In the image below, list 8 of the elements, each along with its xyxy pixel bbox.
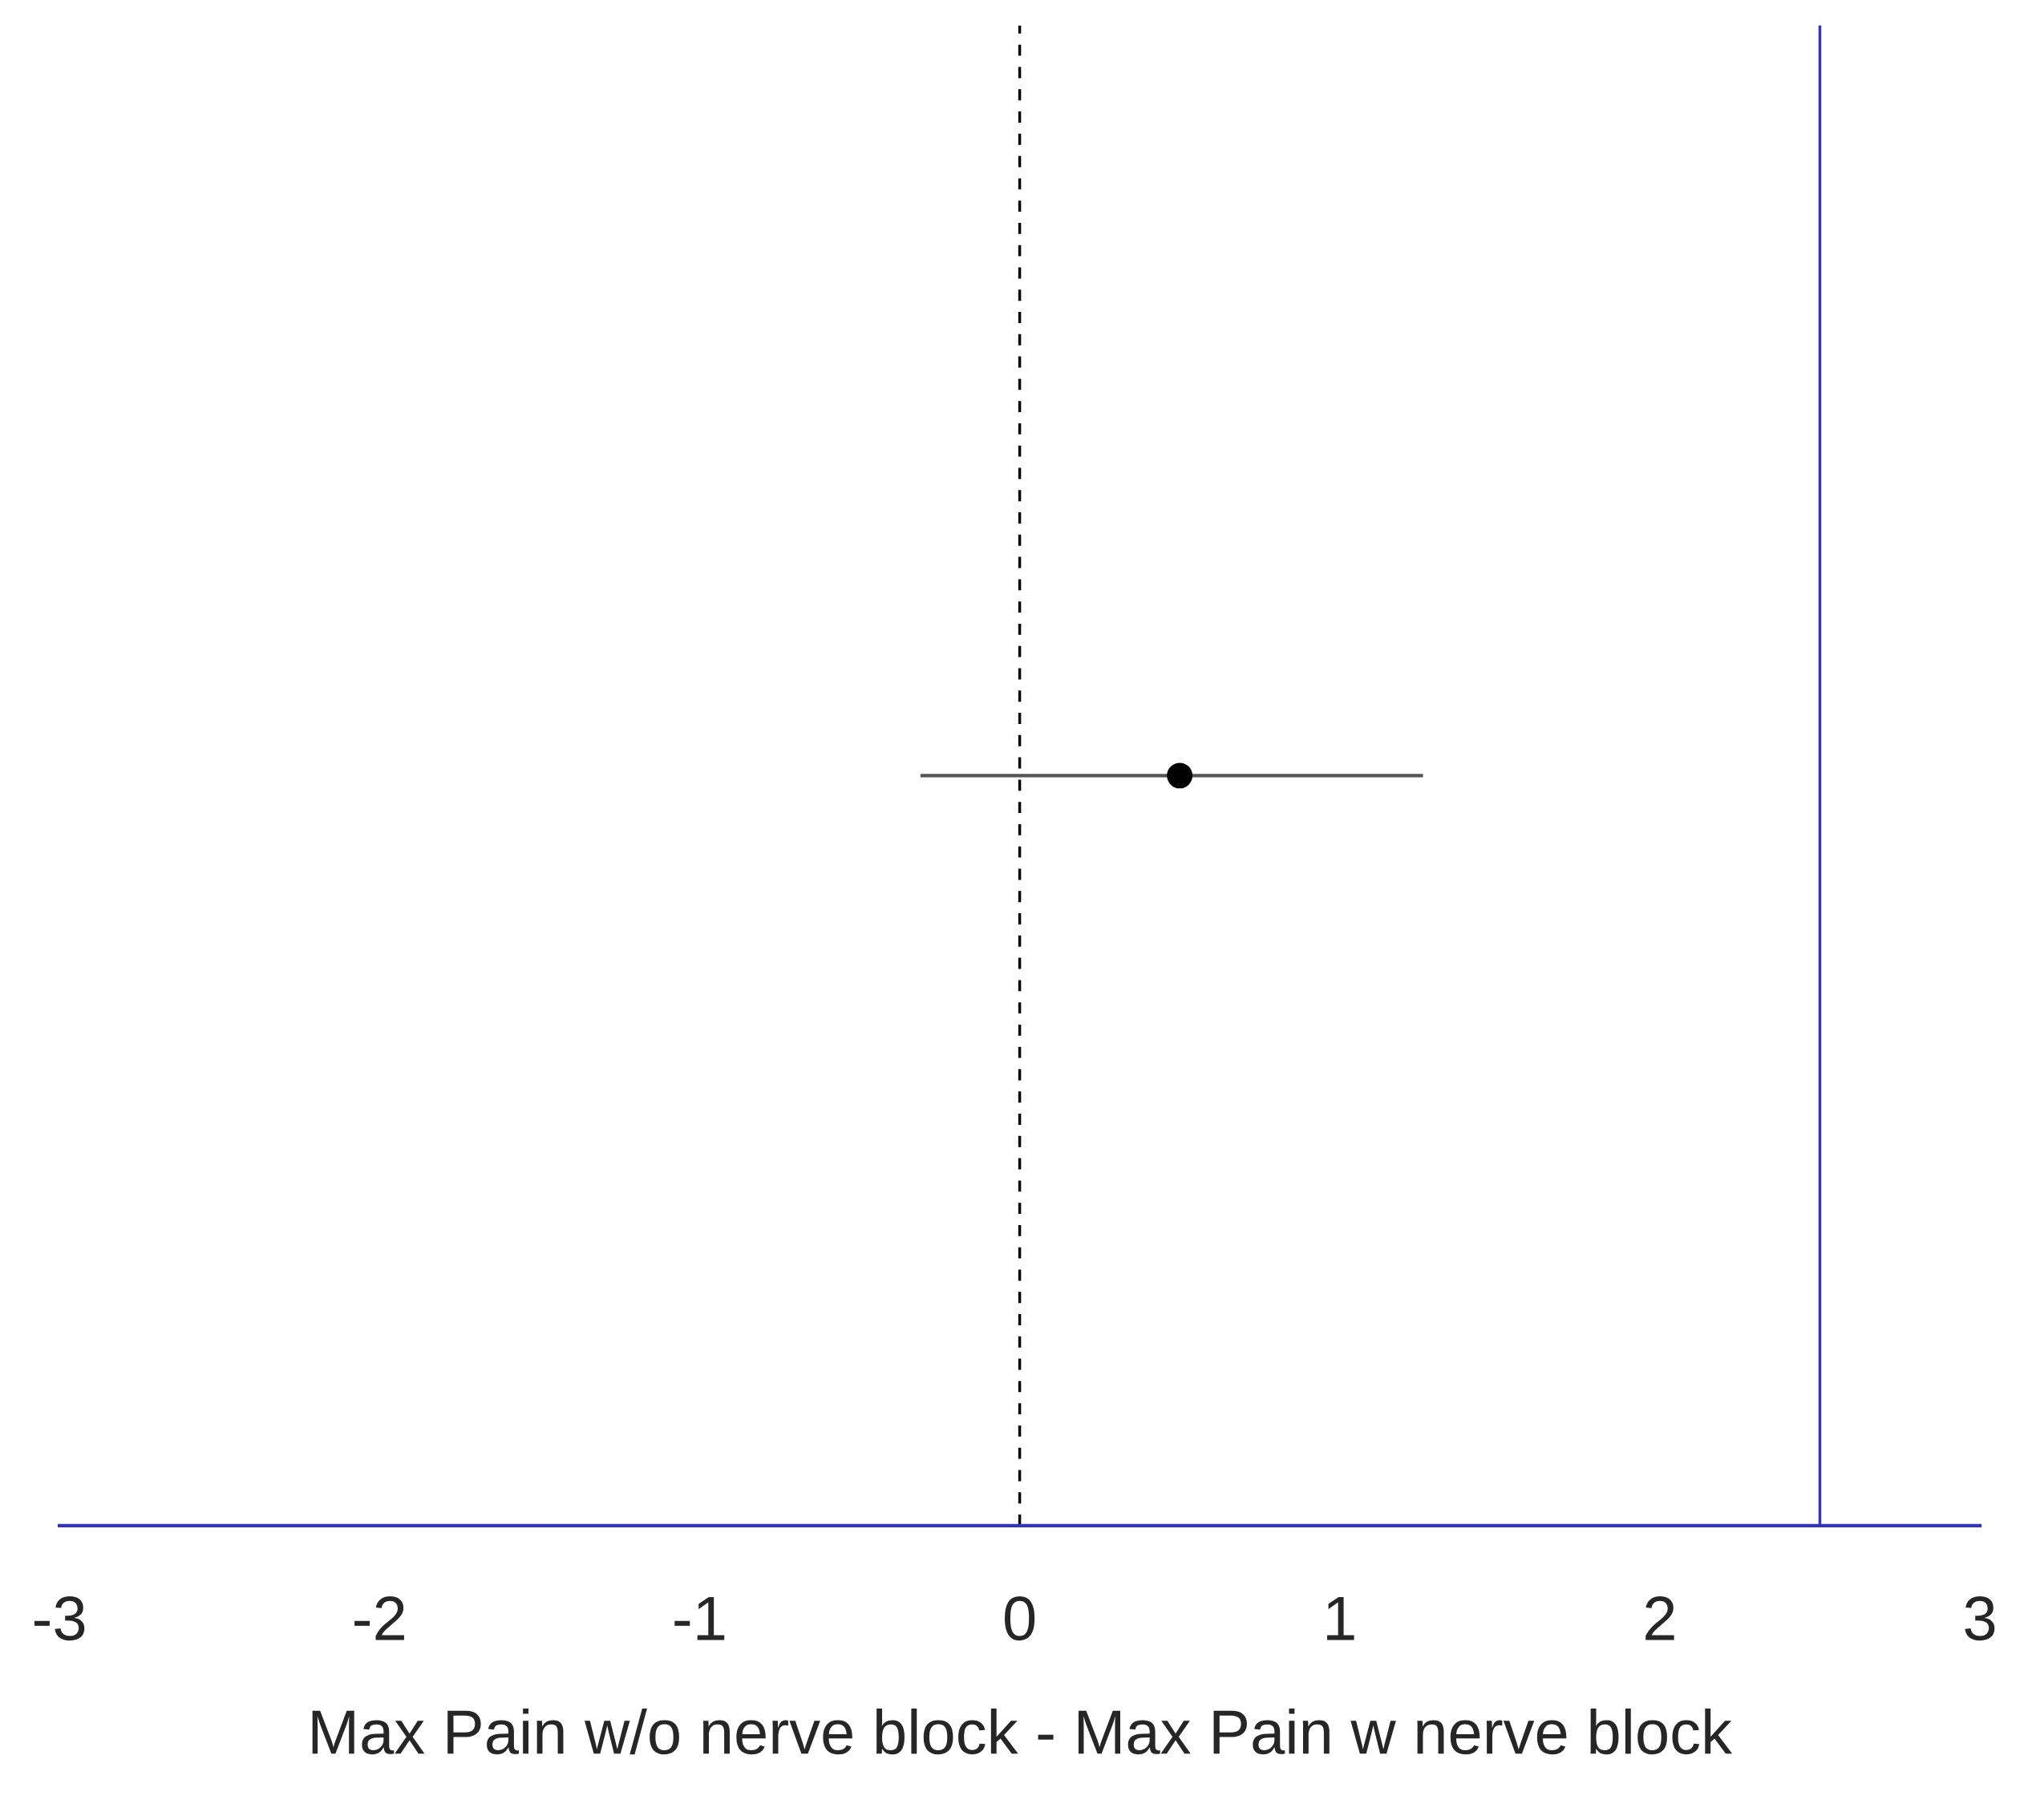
x-tick-label: 2 <box>1645 1596 1674 1640</box>
x-tick-label: 3 <box>1965 1596 1995 1641</box>
x-tick-label: -3 <box>34 1596 85 1641</box>
x-tick-label: -2 <box>354 1596 404 1640</box>
x-tick-label: 0 <box>1004 1596 1035 1641</box>
x-axis-title: Max Pain w/o nerve block - Max Pain w nerve block <box>312 1709 1733 1755</box>
x-tick-label: 1 <box>1327 1596 1354 1640</box>
x-tick-label: -1 <box>674 1596 725 1640</box>
